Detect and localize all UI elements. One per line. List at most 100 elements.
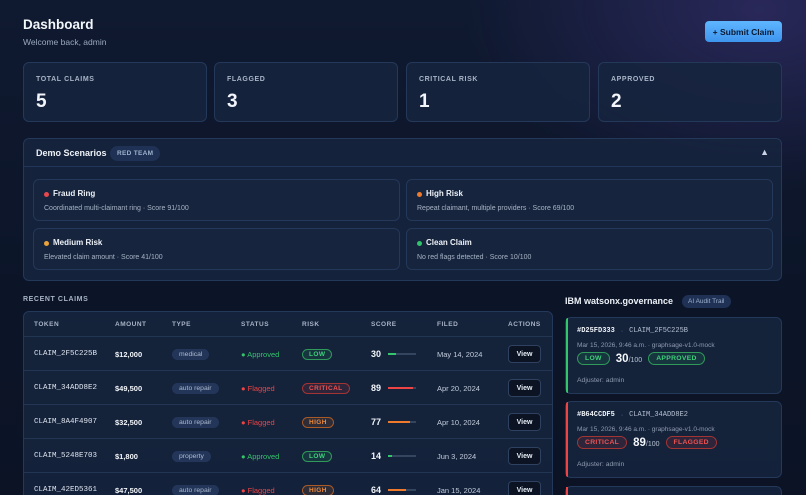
scenario-clean-claim[interactable]: Clean Claim No red flags detected · Scor…	[406, 228, 773, 270]
status-dot-icon	[44, 241, 49, 246]
claim-token: CLAIM_42ED5361	[34, 486, 98, 494]
claim-status: ● Flagged	[241, 383, 275, 393]
claim-amount: $1,800	[115, 451, 138, 461]
claim-status: ● Flagged	[241, 417, 275, 427]
column-header: TOKEN	[34, 321, 60, 328]
audit-adjuster: Adjuster: admin	[577, 461, 625, 468]
claim-risk: HIGH	[302, 405, 334, 439]
claim-token: CLAIM_2F5C225B	[34, 350, 98, 358]
collapse-chevron-icon[interactable]: ▲	[760, 147, 769, 157]
scenario-desc: Repeat claimant, multiple providers · Sc…	[417, 205, 575, 212]
table-row[interactable]: CLAIM_42ED5361 $47,500 auto repair ● Flagge…	[24, 472, 552, 495]
audit-card[interactable]: #D25FD333 · CLAIM_2F5C225B Mar 15, 2026, 9…	[565, 317, 782, 394]
claim-actions: View	[508, 439, 541, 473]
page-title: Dashboard	[23, 17, 94, 32]
scenario-medium-risk[interactable]: Medium Risk Elevated claim amount · Scor…	[33, 228, 400, 270]
stat-label: CRITICAL RISK	[419, 76, 479, 83]
claim-filed-date: Jun 3, 2024	[437, 451, 477, 461]
red-team-badge: RED TEAM	[110, 146, 161, 161]
status-dot-icon	[44, 192, 49, 197]
scenario-name: Clean Claim	[426, 238, 472, 247]
risk-accent-border	[566, 402, 568, 477]
scenario-desc: Coordinated multi-claimant ring · Score …	[44, 205, 189, 212]
table-row[interactable]: CLAIM_5248E703 $1,800 property ● Approved LO…	[24, 438, 552, 473]
claim-risk: HIGH	[302, 473, 334, 495]
claim-status: ● Approved	[241, 349, 280, 359]
audit-score: 30/100	[615, 352, 643, 365]
claim-amount: $49,500	[115, 383, 143, 393]
score-bar-fill	[388, 387, 413, 389]
claim-token: CLAIM_34ADD8E2	[34, 384, 98, 392]
divider	[24, 166, 781, 167]
recent-claims-heading: RECENT CLAIMS	[23, 296, 89, 303]
view-button[interactable]: View	[508, 447, 541, 465]
claim-token: CLAIM_5248E703	[34, 452, 98, 460]
stat-label: FLAGGED	[227, 76, 266, 83]
column-header: TYPE	[172, 321, 191, 328]
score-value: 64	[371, 485, 382, 495]
column-header: AMOUNT	[115, 321, 147, 328]
score-bar	[388, 489, 416, 491]
welcome-subtitle: Welcome back, admin	[23, 37, 107, 47]
governance-title: IBM watsonx.governance	[565, 296, 674, 306]
status-badge: FLAGGED	[665, 436, 717, 449]
claim-score: 77	[371, 405, 416, 439]
stat-value: 5	[36, 91, 47, 112]
claim-filed-date: Jan 15, 2024	[437, 485, 481, 495]
claim-filed-date: Apr 20, 2024	[437, 383, 480, 393]
scenario-fraud-ring[interactable]: Fraud Ring Coordinated multi-claimant ri…	[33, 179, 400, 221]
audit-score: 89/100	[633, 436, 660, 449]
score-bar	[388, 421, 416, 423]
recent-claims-table: TOKEN AMOUNT TYPE STATUS RISK SCORE FILE…	[23, 311, 553, 495]
submit-claim-button[interactable]: + Submit Claim	[705, 21, 782, 42]
score-bar-fill	[388, 421, 410, 423]
view-button[interactable]: View	[508, 379, 541, 397]
audit-claim-token: CLAIM_34ADD8E2	[629, 411, 688, 419]
table-row[interactable]: CLAIM_2F5C225B $12,000 medical ● Approved LO…	[24, 336, 552, 371]
score-value: 14	[371, 451, 382, 461]
score-value: 30	[371, 349, 382, 359]
separator: ·	[620, 411, 624, 419]
stat-card-critical-risk: CRITICAL RISK 1	[406, 62, 590, 122]
stat-label: TOTAL CLAIMS	[36, 76, 95, 83]
claim-filed-date: Apr 10, 2024	[437, 417, 480, 427]
stat-card-flagged: FLAGGED 3	[214, 62, 398, 122]
claim-type: auto repair	[172, 371, 219, 405]
score-bar-fill	[388, 455, 392, 457]
claim-amount: $12,000	[115, 349, 143, 359]
claim-filed-date: May 14, 2024	[437, 349, 483, 359]
table-row[interactable]: CLAIM_34ADD8E2 $49,500 auto repair ● Flagge…	[24, 370, 552, 405]
score-bar	[388, 455, 416, 457]
column-header: FILED	[437, 321, 459, 328]
table-row[interactable]: CLAIM_8A4F4907 $32,500 auto repair ● Flagge…	[24, 404, 552, 439]
claim-risk: LOW	[302, 439, 333, 473]
view-button[interactable]: View	[508, 345, 541, 363]
risk-accent-border	[566, 487, 568, 495]
score-value: 77	[371, 417, 382, 427]
risk-accent-border	[566, 318, 568, 393]
risk-badge: HIGH	[302, 484, 334, 495]
audit-claim-token: CLAIM_2F5C225B	[629, 327, 688, 335]
claim-score: 30	[371, 337, 416, 371]
audit-card[interactable]: #B64CCDF5 · CLAIM_34ADD8E2 Mar 15, 2026, 9…	[565, 401, 782, 478]
column-header: STATUS	[241, 321, 270, 328]
demo-scenarios-panel: Demo Scenarios RED TEAM ▲ Fraud Ring Coo…	[23, 138, 782, 281]
claim-type: medical	[172, 337, 210, 371]
view-button[interactable]: View	[508, 481, 541, 495]
type-chip: auto repair	[172, 416, 219, 428]
risk-badge: LOW	[302, 348, 333, 360]
claim-score: 89	[371, 371, 416, 405]
audit-hash: #B64CCDF5	[577, 411, 615, 419]
claim-risk: CRITICAL	[302, 371, 350, 405]
audit-meta: Mar 15, 2026, 9:46 a.m. · graphsage-v1.0…	[577, 426, 715, 433]
audit-card[interactable]	[565, 486, 782, 495]
view-button[interactable]: View	[508, 413, 541, 431]
stat-value: 2	[611, 91, 622, 112]
scenario-high-risk[interactable]: High Risk Repeat claimant, multiple prov…	[406, 179, 773, 221]
column-header: ACTIONS	[508, 321, 541, 328]
risk-badge: CRITICAL	[577, 436, 628, 449]
type-chip: property	[172, 450, 211, 462]
claim-amount: $47,500	[115, 485, 143, 495]
scenario-name: High Risk	[426, 189, 463, 198]
type-chip: auto repair	[172, 484, 219, 495]
